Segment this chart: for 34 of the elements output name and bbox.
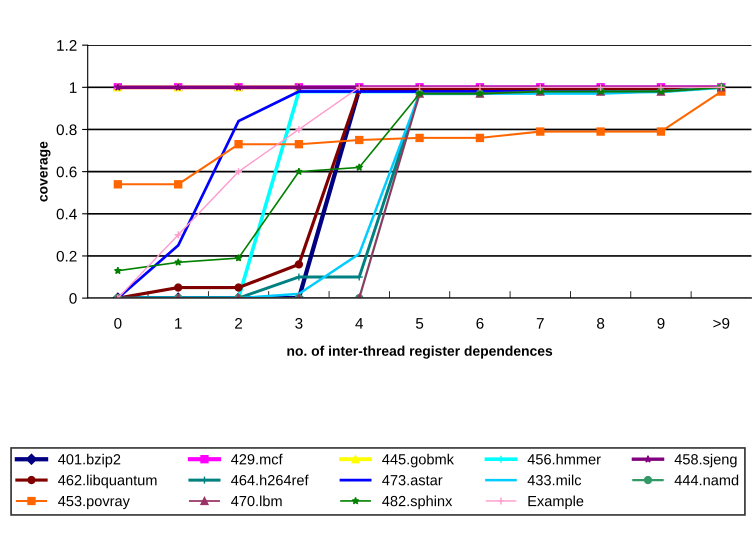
legend-label: 470.lbm bbox=[231, 496, 282, 506]
legend-label: 462.libquantum bbox=[58, 474, 157, 488]
y-tick-label: 0 bbox=[69, 292, 77, 304]
legend-label: 433.milc bbox=[528, 474, 582, 486]
y-tick-label: 1 bbox=[70, 82, 77, 93]
y-tick-label: 0.2 bbox=[56, 250, 77, 262]
x-tick-label: 7 bbox=[536, 318, 544, 329]
x-tick-label: 9 bbox=[657, 318, 664, 329]
x-tick-label: >9 bbox=[713, 318, 730, 329]
y-axis-title: coverage bbox=[40, 142, 50, 202]
y-tick-label: 0.8 bbox=[56, 124, 77, 136]
x-tick-label: 0 bbox=[114, 318, 122, 329]
legend-label: 445.gobmk bbox=[382, 454, 454, 468]
legend-label: 444.namd bbox=[674, 474, 738, 486]
x-tick-label: 6 bbox=[476, 318, 484, 329]
x-tick-label: 4 bbox=[355, 318, 364, 329]
x-tick-label: 1 bbox=[175, 318, 182, 329]
legend-label: 473.astar bbox=[382, 475, 442, 486]
legend-label: 401.bzip2 bbox=[58, 454, 120, 468]
legend-label: 458.sjeng bbox=[674, 454, 737, 468]
x-tick-label: 8 bbox=[597, 318, 604, 329]
y-tick-label: 1.2 bbox=[57, 40, 77, 51]
legend-label: 482.sphinx bbox=[382, 496, 452, 510]
x-tick-label: 2 bbox=[235, 318, 242, 329]
legend-label: 453.povray bbox=[58, 496, 130, 510]
x-tick-label: 3 bbox=[295, 318, 302, 329]
y-tick-label: 0.4 bbox=[56, 208, 77, 220]
x-tick-label: 5 bbox=[416, 318, 424, 329]
y-tick-label: 0.6 bbox=[56, 166, 77, 178]
legend-label: 456.hmmer bbox=[528, 454, 601, 464]
legend-label: 464.h264ref bbox=[231, 474, 309, 486]
legend-label: 429.mcf bbox=[231, 454, 283, 464]
legend-label: Example bbox=[528, 496, 584, 510]
x-axis-title: no. of inter-thread register dependences bbox=[287, 346, 552, 359]
